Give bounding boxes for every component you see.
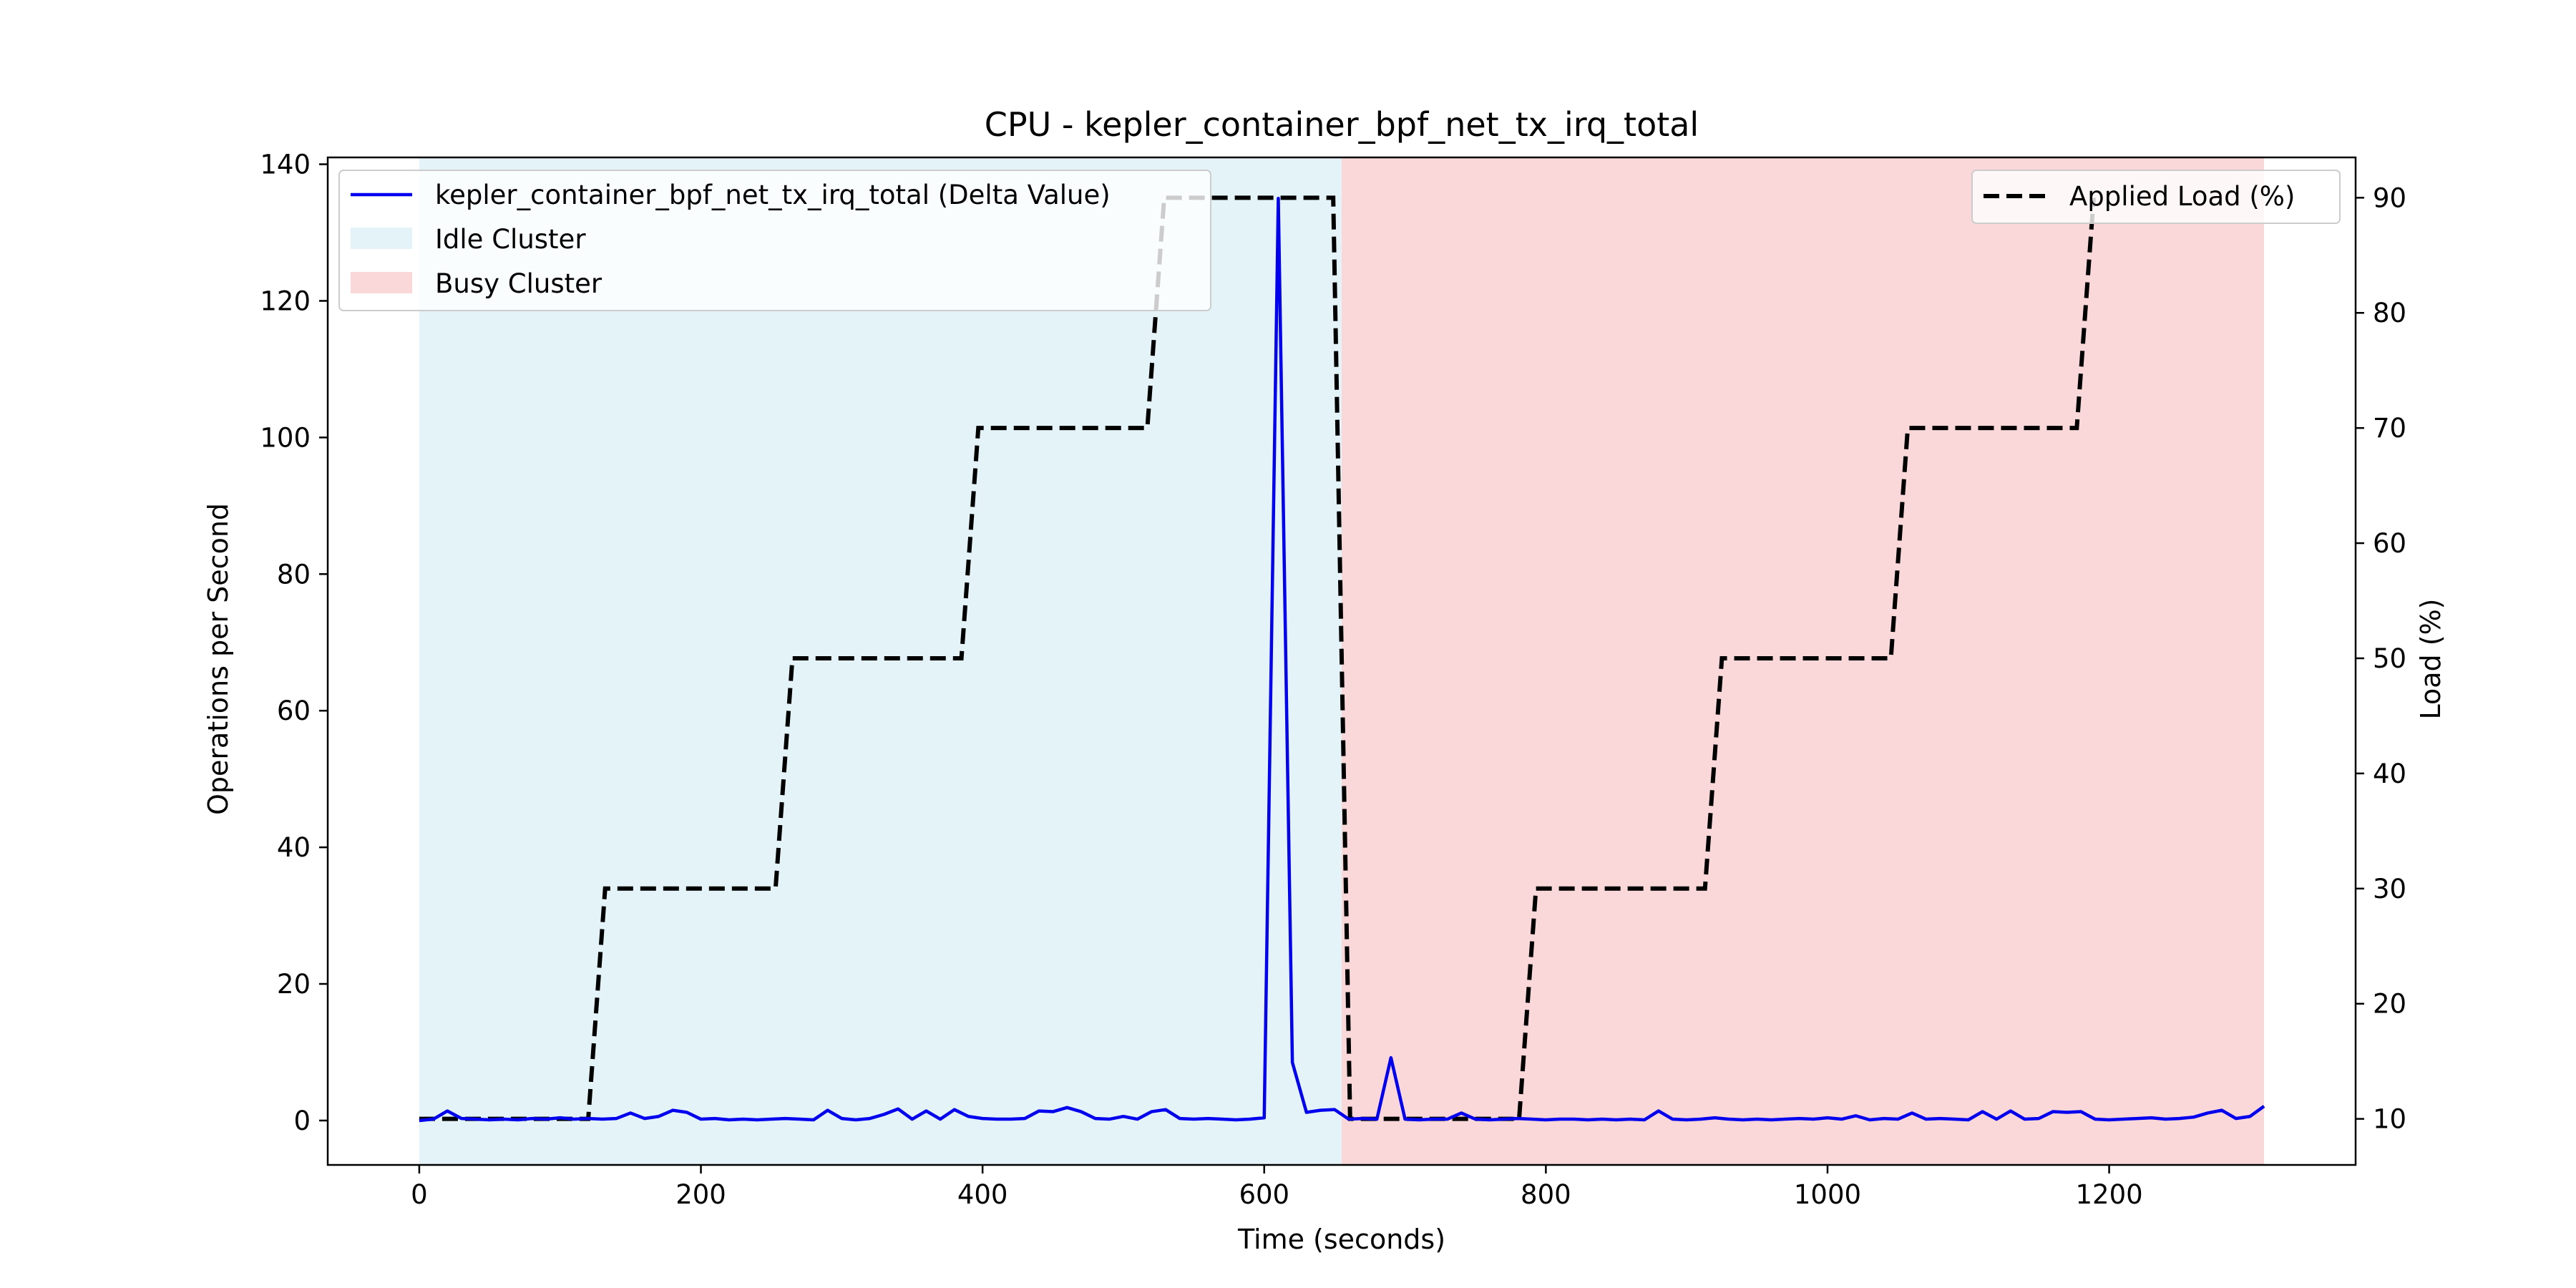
y-tick-label: 60 [277, 696, 311, 726]
y2-tick-label: 90 [2373, 182, 2406, 213]
y-axis-ticks: 0 20 40 60 80 100 120 140 [260, 150, 328, 1136]
region-busy-cluster [1342, 157, 2265, 1165]
legend-load-label: Applied Load (%) [2069, 181, 2295, 212]
x-axis-ticks: 0 200 400 600 800 1000 1200 [411, 1165, 2143, 1210]
x-tick-label: 200 [675, 1179, 726, 1210]
y-tick-label: 80 [277, 559, 311, 590]
y-tick-label: 0 [293, 1106, 311, 1136]
y2-tick-label: 70 [2373, 413, 2406, 444]
y2-axis-ticks: 10 20 30 40 50 60 70 80 90 [2356, 182, 2406, 1135]
series-line-metric-delta [419, 197, 2265, 1123]
legend-left-frame [338, 170, 1211, 311]
series-line-applied-load [419, 195, 2096, 1121]
y-tick-label: 20 [277, 969, 311, 1000]
x-tick-label: 0 [411, 1179, 428, 1210]
y2-tick-label: 40 [2373, 758, 2406, 789]
y-tick-label: 140 [260, 150, 311, 180]
background-regions [419, 157, 2265, 1165]
legend-busy-swatch [351, 272, 412, 293]
y2-tick-label: 80 [2373, 298, 2406, 328]
legend-right: Applied Load (%) [1971, 170, 2341, 224]
legend-busy-label: Busy Cluster [435, 268, 602, 299]
y2-tick-label: 10 [2373, 1104, 2406, 1135]
y2-tick-label: 30 [2373, 874, 2406, 904]
y2-tick-label: 50 [2373, 643, 2406, 674]
legend-idle-swatch [351, 228, 412, 249]
y-tick-label: 100 [260, 422, 311, 453]
y2-tick-label: 20 [2373, 989, 2406, 1020]
x-tick-label: 600 [1239, 1179, 1289, 1210]
x-tick-label: 1000 [1794, 1179, 1861, 1210]
plot-frame [326, 156, 2357, 1166]
y-tick-label: 40 [277, 832, 311, 863]
y2-tick-label: 60 [2373, 528, 2406, 559]
legend-metric-label: kepler_container_bpf_net_tx_irq_total (D… [435, 180, 1111, 210]
legend-right-frame [1971, 170, 2341, 224]
region-idle-cluster [419, 157, 1342, 1165]
x-tick-label: 800 [1521, 1179, 1571, 1210]
metric-series-layer [419, 197, 2265, 1123]
load-series-layer [419, 195, 2096, 1121]
x-axis-label: Time (seconds) [1237, 1224, 1445, 1255]
legend-left: kepler_container_bpf_net_tx_irq_total (D… [338, 170, 1211, 311]
y-tick-label: 120 [260, 286, 311, 316]
x-tick-label: 400 [957, 1179, 1008, 1210]
chart-title: CPU - kepler_container_bpf_net_tx_irq_to… [985, 105, 1699, 144]
y2-axis-label: Load (%) [2415, 599, 2446, 720]
x-tick-label: 1200 [2076, 1179, 2143, 1210]
y-axis-label: Operations per Second [203, 503, 234, 815]
legend-idle-label: Idle Cluster [435, 224, 586, 255]
